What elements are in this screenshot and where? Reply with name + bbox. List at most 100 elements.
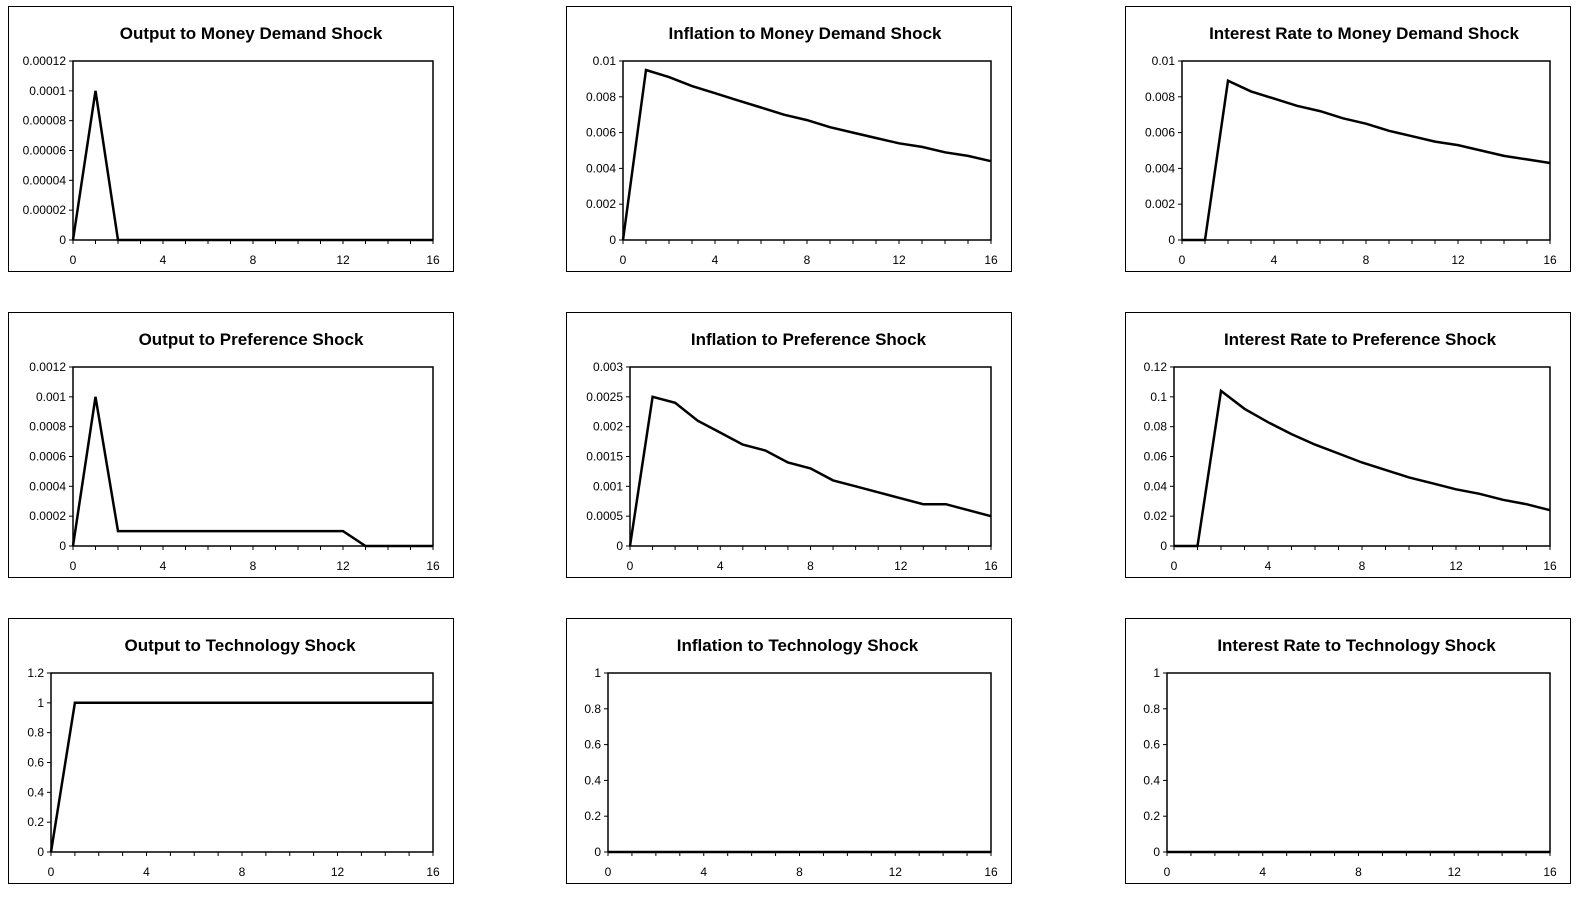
chart-panel: Interest Rate to Technology Shock 1 0.8 0.6… — [1125, 618, 1571, 884]
y-tick-label: 1.2 — [27, 666, 44, 680]
y-tick-label: 0.001 — [36, 390, 66, 404]
y-tick-label: 0.4 — [1143, 773, 1160, 787]
y-tick-label: 0.12 — [1144, 360, 1168, 374]
y-tick-label: 0.00012 — [23, 54, 67, 68]
chart-panel: Interest Rate to Money Demand Shock 0.01 0… — [1125, 6, 1571, 272]
x-tick-label: 4 — [700, 865, 707, 879]
chart-title: Interest Rate to Preference Shock — [1224, 330, 1497, 349]
x-tick-label: 8 — [250, 253, 257, 267]
x-tick-label: 0 — [627, 559, 634, 573]
chart-title: Output to Preference Shock — [139, 330, 364, 349]
y-tick-label: 0.06 — [1144, 450, 1168, 464]
x-tick-label: 4 — [717, 559, 724, 573]
y-tick-label: 0 — [1160, 539, 1167, 553]
series-line — [621, 68, 992, 241]
y-tick-label: 0 — [59, 233, 66, 247]
plot-area — [1181, 60, 1551, 241]
chart-panel: Output to Money Demand Shock 0.00012 0.000… — [8, 6, 454, 272]
x-tick-label: 4 — [160, 253, 167, 267]
y-tick-label: 0.6 — [1143, 738, 1160, 752]
chart-title: Interest Rate to Technology Shock — [1217, 636, 1496, 655]
y-tick-label: 0 — [1153, 845, 1160, 859]
x-tick-label: 12 — [889, 865, 903, 879]
x-tick-label: 12 — [892, 253, 906, 267]
chart-svg: Output to Technology Shock 1.2 1 0.8 0.6 0.4 0… — [27, 636, 440, 879]
y-tick-label: 0 — [1168, 233, 1175, 247]
x-tick-label: 12 — [336, 253, 350, 267]
chart-svg: Output to Preference Shock 0.0012 0.001 0.0… — [29, 330, 440, 573]
x-tick-label: 8 — [804, 253, 811, 267]
plot-area — [629, 366, 992, 547]
x-tick-label: 16 — [984, 865, 998, 879]
x-tick-label: 12 — [1449, 559, 1463, 573]
chart-title: Output to Technology Shock — [124, 636, 356, 655]
chart-panel: Inflation to Technology Shock 1 0.8 0.6 0.4 0… — [566, 618, 1012, 884]
y-tick-label: 0.00004 — [23, 173, 67, 187]
y-tick-label: 0.01 — [1152, 54, 1176, 68]
chart-title: Inflation to Preference Shock — [691, 330, 927, 349]
y-tick-label: 0.00006 — [23, 144, 67, 158]
y-tick-label: 0.003 — [593, 360, 623, 374]
chart-panel: Output to Technology Shock 1.2 1 0.8 0.6 0.4 0… — [8, 618, 454, 884]
x-tick-label: 8 — [796, 865, 803, 879]
x-tick-label: 8 — [1359, 559, 1366, 573]
y-tick-label: 1 — [37, 696, 44, 710]
chart-panel: Inflation to Preference Shock 0.003 0.0025… — [566, 312, 1012, 578]
y-tick-label: 0.002 — [593, 420, 623, 434]
series-line — [71, 396, 433, 548]
y-tick-label: 0.0025 — [586, 390, 623, 404]
x-tick-label: 0 — [70, 559, 77, 573]
y-tick-label: 0.8 — [27, 726, 44, 740]
chart-panel: Output to Preference Shock 0.0012 0.001 0.0… — [8, 312, 454, 578]
y-tick-label: 0.1 — [1150, 390, 1167, 404]
y-tick-label: 1 — [594, 666, 601, 680]
y-tick-label: 0.004 — [586, 161, 616, 175]
y-tick-label: 0.002 — [1145, 197, 1175, 211]
y-tick-label: 0.001 — [593, 479, 623, 493]
y-tick-label: 1 — [1153, 666, 1160, 680]
x-tick-label: 0 — [70, 253, 77, 267]
y-tick-label: 0.02 — [1144, 509, 1168, 523]
y-tick-label: 0.00008 — [23, 114, 67, 128]
x-tick-label: 12 — [1451, 253, 1465, 267]
y-tick-label: 0.4 — [27, 785, 44, 799]
y-tick-label: 0.0008 — [29, 420, 66, 434]
x-tick-label: 16 — [984, 253, 998, 267]
chart-svg: Inflation to Money Demand Shock 0.01 0.008… — [586, 24, 998, 267]
x-tick-label: 4 — [1259, 865, 1266, 879]
plot-area — [607, 672, 992, 853]
series-line — [49, 701, 433, 853]
plot-area — [50, 672, 434, 853]
chart-title: Interest Rate to Money Demand Shock — [1209, 24, 1519, 43]
x-tick-label: 12 — [336, 559, 350, 573]
x-tick-label: 16 — [984, 559, 998, 573]
y-tick-label: 0.0006 — [29, 450, 66, 464]
x-tick-label: 4 — [1271, 253, 1278, 267]
plot-area — [1166, 672, 1551, 853]
y-tick-label: 0.08 — [1144, 420, 1168, 434]
x-tick-label: 0 — [1164, 865, 1171, 879]
y-tick-label: 0.2 — [27, 815, 44, 829]
x-tick-label: 8 — [239, 865, 246, 879]
chart-title: Inflation to Technology Shock — [677, 636, 919, 655]
y-tick-label: 0.0015 — [586, 450, 623, 464]
x-tick-label: 0 — [620, 253, 627, 267]
x-tick-label: 16 — [426, 865, 440, 879]
x-tick-label: 4 — [160, 559, 167, 573]
y-tick-label: 0.8 — [1143, 702, 1160, 716]
plot-area — [72, 60, 434, 241]
x-tick-label: 16 — [1543, 865, 1557, 879]
y-tick-label: 0.0002 — [29, 509, 66, 523]
y-tick-label: 0.0004 — [29, 479, 66, 493]
y-tick-label: 0.008 — [1145, 90, 1175, 104]
x-tick-label: 12 — [894, 559, 908, 573]
y-tick-label: 0.6 — [27, 756, 44, 770]
x-tick-label: 0 — [1171, 559, 1178, 573]
plot-area — [72, 366, 434, 547]
series-line — [1174, 388, 1551, 548]
chart-title: Output to Money Demand Shock — [120, 24, 383, 43]
plot-area — [1173, 366, 1551, 547]
chart-svg: Inflation to Preference Shock 0.003 0.0025… — [586, 330, 998, 573]
chart-panel: Interest Rate to Preference Shock 0.12 0.1… — [1125, 312, 1571, 578]
series-line — [628, 395, 992, 547]
